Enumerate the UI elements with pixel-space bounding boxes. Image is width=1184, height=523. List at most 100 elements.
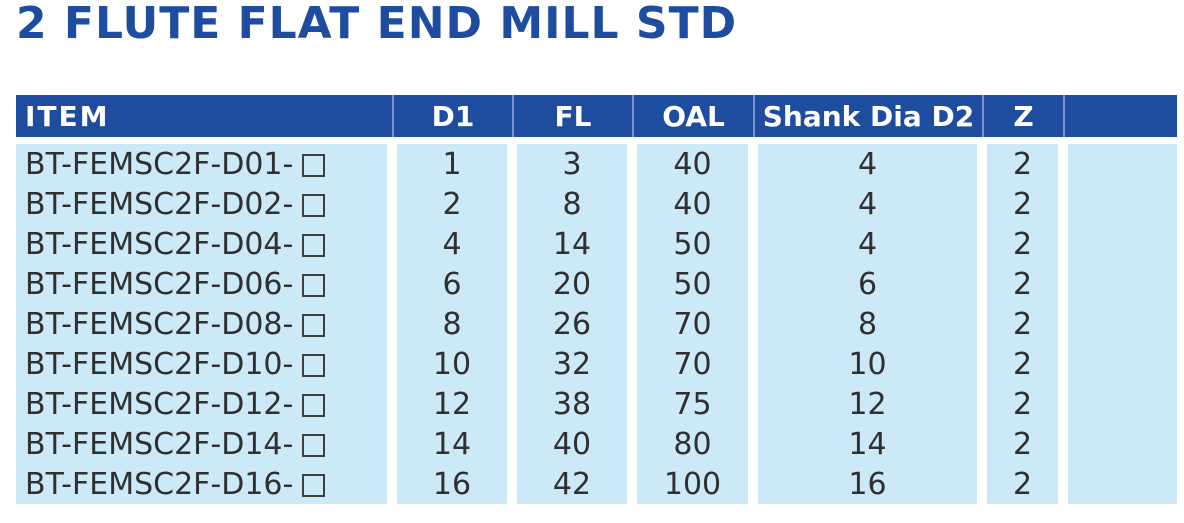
shank-dia-cell: 6 [753,264,982,304]
blank-cell [1063,384,1177,424]
shank-dia-cell: 4 [753,224,982,264]
blank-cell [1063,144,1177,184]
col-header-item: ITEM [25,99,110,133]
table-row: BT-FEMSC2F-D02- 2 8 40 4 2 [16,184,1177,224]
oal-cell: 70 [632,344,753,384]
item-code: BT-FEMSC2F-D04- [25,226,294,262]
fl-cell: 26 [512,304,632,344]
item-code: BT-FEMSC2F-D01- [25,146,294,182]
col-header-blank [1063,95,1177,137]
oal-cell: 80 [632,424,753,464]
item-cell: BT-FEMSC2F-D04- [16,224,392,264]
z-cell: 2 [982,424,1063,464]
item-cell: BT-FEMSC2F-D10- [16,344,392,384]
shank-dia-cell: 14 [753,424,982,464]
fl-cell: 38 [512,384,632,424]
size-placeholder-box-icon [302,394,326,417]
item-code: BT-FEMSC2F-D10- [25,346,294,382]
d1-cell: 6 [392,264,512,304]
table-row: BT-FEMSC2F-D06- 6 20 50 6 2 [16,264,1177,304]
blank-cell [1063,224,1177,264]
d1-cell: 4 [392,224,512,264]
z-cell: 2 [982,264,1063,304]
blank-cell [1063,184,1177,224]
d1-cell: 16 [392,464,512,504]
table-body: BT-FEMSC2F-D01- 1 3 40 4 2 BT-FEMSC2F-D0… [16,144,1177,504]
oal-cell: 50 [632,224,753,264]
shank-dia-cell: 4 [753,184,982,224]
table-row: BT-FEMSC2F-D14- 14 40 80 14 2 [16,424,1177,464]
item-code: BT-FEMSC2F-D06- [25,266,294,302]
fl-cell: 40 [512,424,632,464]
z-cell: 2 [982,384,1063,424]
d1-cell: 14 [392,424,512,464]
item-code: BT-FEMSC2F-D02- [25,186,294,222]
col-header-shank-dia-d2: Shank Dia D2 [753,95,982,137]
d1-cell: 1 [392,144,512,184]
size-placeholder-box-icon [302,314,326,337]
z-cell: 2 [982,464,1063,504]
table-row: BT-FEMSC2F-D04- 4 14 50 4 2 [16,224,1177,264]
z-cell: 2 [982,224,1063,264]
size-placeholder-box-icon [302,274,326,297]
fl-cell: 42 [512,464,632,504]
item-cell: BT-FEMSC2F-D01- [16,144,392,184]
fl-cell: 14 [512,224,632,264]
z-cell: 2 [982,144,1063,184]
blank-cell [1063,264,1177,304]
size-placeholder-box-icon [302,354,326,377]
item-cell: BT-FEMSC2F-D16- [16,464,392,504]
size-placeholder-box-icon [302,474,326,497]
item-code: BT-FEMSC2F-D14- [25,426,294,462]
fl-cell: 32 [512,344,632,384]
item-cell: BT-FEMSC2F-D14- [16,424,392,464]
item-code: BT-FEMSC2F-D08- [25,306,294,342]
d1-cell: 10 [392,344,512,384]
z-cell: 2 [982,304,1063,344]
oal-cell: 100 [632,464,753,504]
item-cell: BT-FEMSC2F-D02- [16,184,392,224]
blank-cell [1063,344,1177,384]
blank-cell [1063,464,1177,504]
blank-cell [1063,304,1177,344]
size-placeholder-box-icon [302,234,326,257]
fl-cell: 3 [512,144,632,184]
item-cell: BT-FEMSC2F-D06- [16,264,392,304]
fl-cell: 8 [512,184,632,224]
d1-cell: 12 [392,384,512,424]
size-placeholder-box-icon [302,434,326,457]
item-cell: BT-FEMSC2F-D12- [16,384,392,424]
page-title: 2 FLUTE FLAT END MILL STD [16,0,738,49]
blank-cell [1063,424,1177,464]
d1-cell: 2 [392,184,512,224]
table-header-row: ITEM D1 FL OAL Shank Dia D2 Z [16,95,1177,137]
col-header-fl: FL [512,95,632,137]
col-header-oal: OAL [632,95,753,137]
item-cell: BT-FEMSC2F-D08- [16,304,392,344]
size-placeholder-box-icon [302,154,326,177]
col-header-z: Z [982,95,1063,137]
item-code: BT-FEMSC2F-D16- [25,466,294,502]
table-row: BT-FEMSC2F-D12- 12 38 75 12 2 [16,384,1177,424]
shank-dia-cell: 12 [753,384,982,424]
shank-dia-cell: 16 [753,464,982,504]
spec-table: ITEM D1 FL OAL Shank Dia D2 Z BT-FEMSC2F… [16,95,1177,504]
shank-dia-cell: 8 [753,304,982,344]
table-row: BT-FEMSC2F-D08- 8 26 70 8 2 [16,304,1177,344]
oal-cell: 70 [632,304,753,344]
fl-cell: 20 [512,264,632,304]
oal-cell: 50 [632,264,753,304]
shank-dia-cell: 10 [753,344,982,384]
table-row: BT-FEMSC2F-D01- 1 3 40 4 2 [16,144,1177,184]
d1-cell: 8 [392,304,512,344]
z-cell: 2 [982,344,1063,384]
item-code: BT-FEMSC2F-D12- [25,386,294,422]
size-placeholder-box-icon [302,194,326,217]
table-row: BT-FEMSC2F-D10- 10 32 70 10 2 [16,344,1177,384]
oal-cell: 40 [632,144,753,184]
oal-cell: 75 [632,384,753,424]
table-row: BT-FEMSC2F-D16- 16 42 100 16 2 [16,464,1177,504]
shank-dia-cell: 4 [753,144,982,184]
oal-cell: 40 [632,184,753,224]
